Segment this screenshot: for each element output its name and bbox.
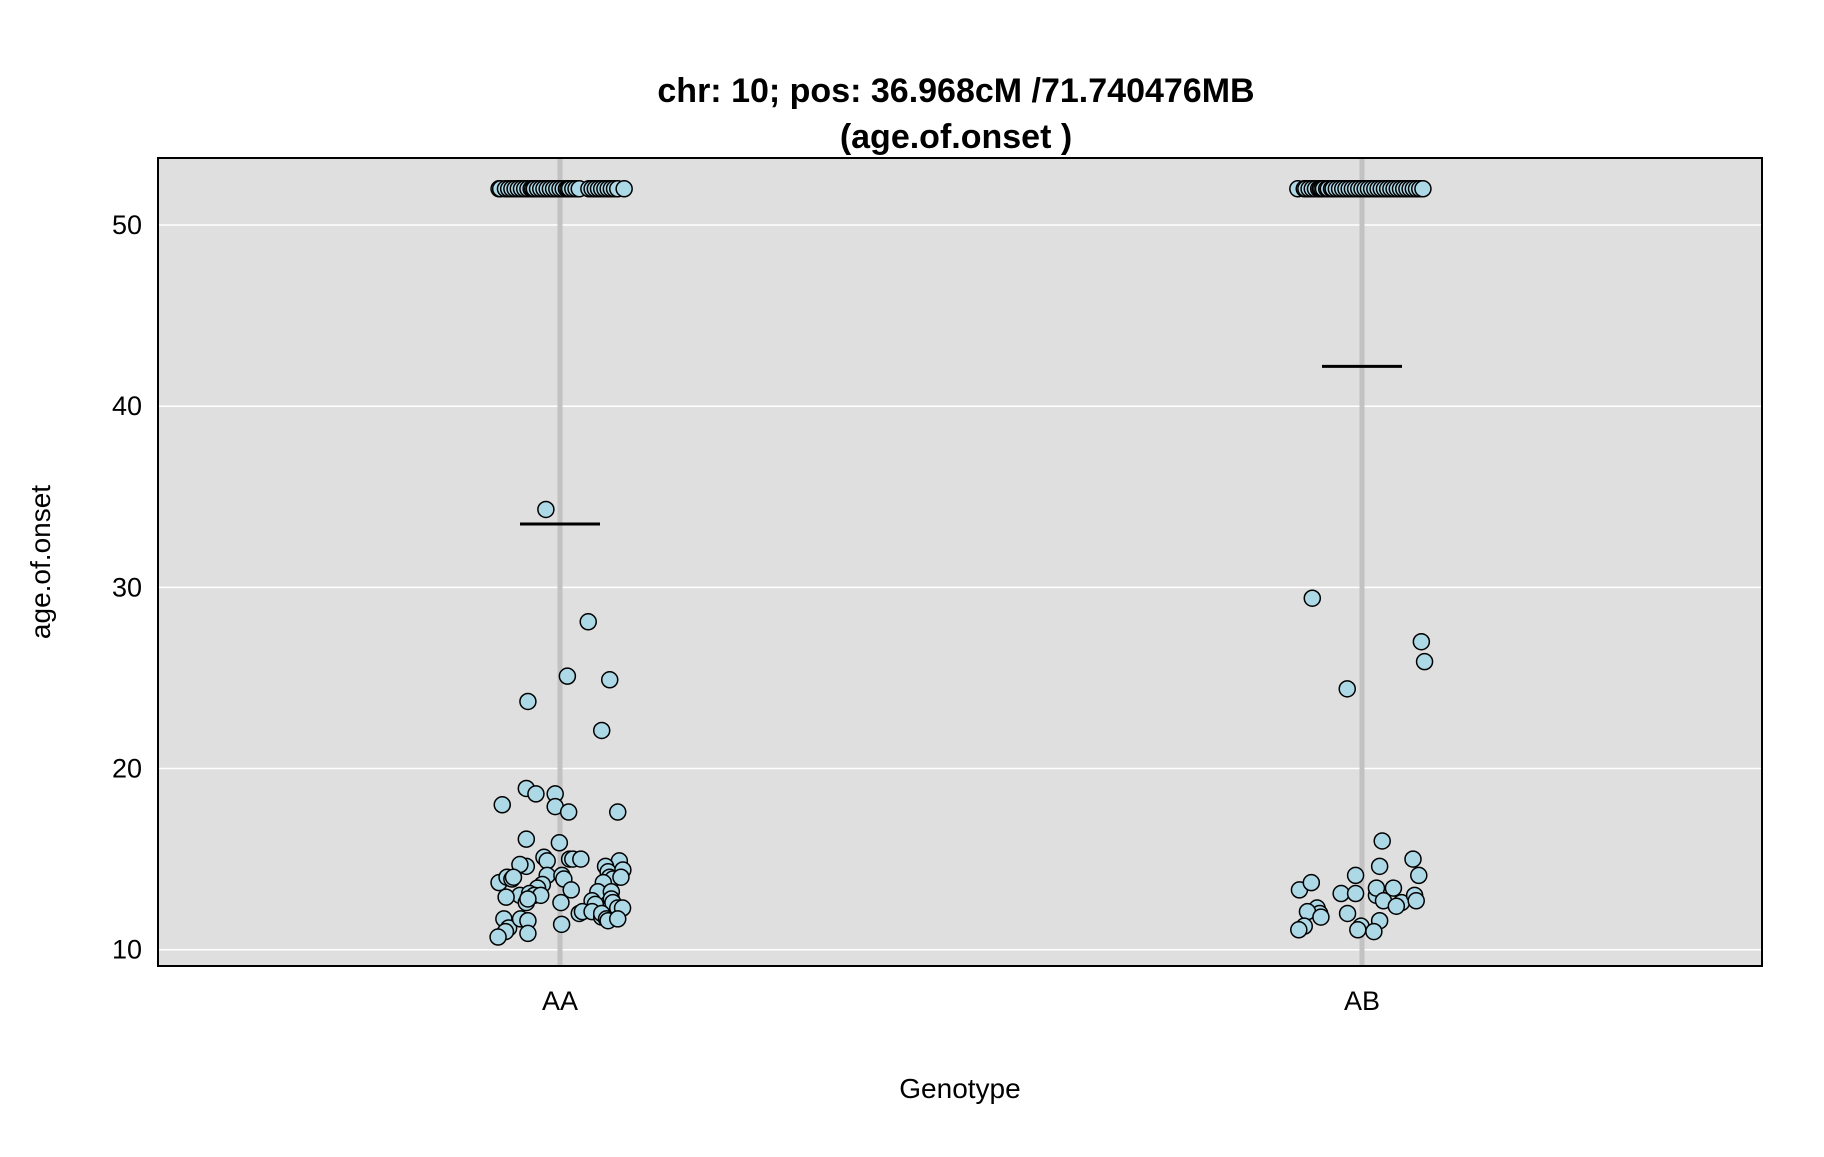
data-point-aa: [559, 803, 578, 821]
plot-panel: [158, 158, 1762, 966]
data-point-aa: [600, 671, 619, 689]
data-point-aa: [527, 785, 545, 803]
y-tick-label-30: 30: [112, 572, 142, 602]
data-point-aa: [615, 180, 633, 198]
data-point-ab: [1346, 884, 1365, 903]
x-tick-label-ab: AB: [1344, 986, 1380, 1016]
data-point-aa: [489, 928, 507, 946]
data-point-ab: [1290, 921, 1308, 939]
data-point-aa: [608, 803, 627, 821]
data-point-aa: [608, 910, 627, 928]
data-point-aa: [558, 667, 577, 685]
data-point-aa: [592, 721, 611, 740]
x-axis-label: Genotype: [899, 1073, 1020, 1104]
data-point-ab: [1373, 832, 1391, 850]
mean-lines: [520, 364, 1402, 526]
y-tick-label-20: 20: [112, 754, 142, 784]
grid-lines: [158, 224, 1762, 951]
data-point-ab: [1365, 922, 1383, 941]
data-point-ab: [1332, 884, 1350, 903]
data-point-aa: [538, 852, 556, 870]
data-point-aa: [519, 924, 537, 943]
data-point-aa: [612, 868, 630, 886]
data-point-ab: [1338, 680, 1356, 698]
data-point-aa: [493, 796, 512, 814]
data-point-aa: [562, 881, 580, 899]
data-point-ab: [1302, 873, 1321, 892]
data-point-ab: [1338, 904, 1357, 923]
data-point-ab: [1404, 850, 1422, 868]
y-tick-labels: 10 20 30 40 50: [112, 210, 142, 965]
data-point-ab: [1303, 589, 1322, 607]
y-tick-label-50: 50: [112, 210, 142, 240]
data-points: [489, 180, 1434, 946]
data-point-aa: [517, 830, 536, 848]
data-point-ab: [1414, 180, 1432, 198]
data-point-ab: [1349, 921, 1367, 939]
data-point-aa: [504, 868, 523, 886]
data-point-ab: [1410, 866, 1428, 885]
data-point-ab: [1407, 892, 1425, 910]
chart-title-line1: chr: 10; pos: 36.968cM /71.740476MB: [657, 72, 1254, 110]
y-tick-label-40: 40: [112, 391, 142, 421]
data-point-aa: [497, 888, 515, 906]
data-point-aa: [550, 834, 569, 852]
data-point-aa: [552, 893, 570, 912]
y-axis-label: age.of.onset: [25, 485, 56, 639]
category-lines: [557, 158, 1365, 966]
data-point-ab: [1387, 897, 1406, 915]
data-point-ab: [1346, 866, 1365, 885]
y-tick-label-10: 10: [112, 935, 142, 965]
plot-border: [157, 157, 1763, 967]
data-point-ab: [1384, 879, 1403, 897]
x-tick-labels: AA AB: [542, 986, 1380, 1016]
data-point-aa: [579, 613, 597, 631]
data-point-ab: [1370, 857, 1389, 876]
data-point-ab: [1415, 652, 1434, 671]
data-point-aa: [537, 500, 555, 519]
data-point-aa: [552, 915, 571, 934]
data-point-aa: [519, 692, 537, 711]
chart-title-line2: (age.of.onset ): [840, 118, 1072, 156]
data-point-ab: [1312, 908, 1330, 926]
x-tick-label-aa: AA: [542, 986, 578, 1016]
data-point-aa: [519, 890, 537, 908]
data-point-aa: [572, 850, 590, 868]
data-point-ab: [1412, 632, 1431, 651]
